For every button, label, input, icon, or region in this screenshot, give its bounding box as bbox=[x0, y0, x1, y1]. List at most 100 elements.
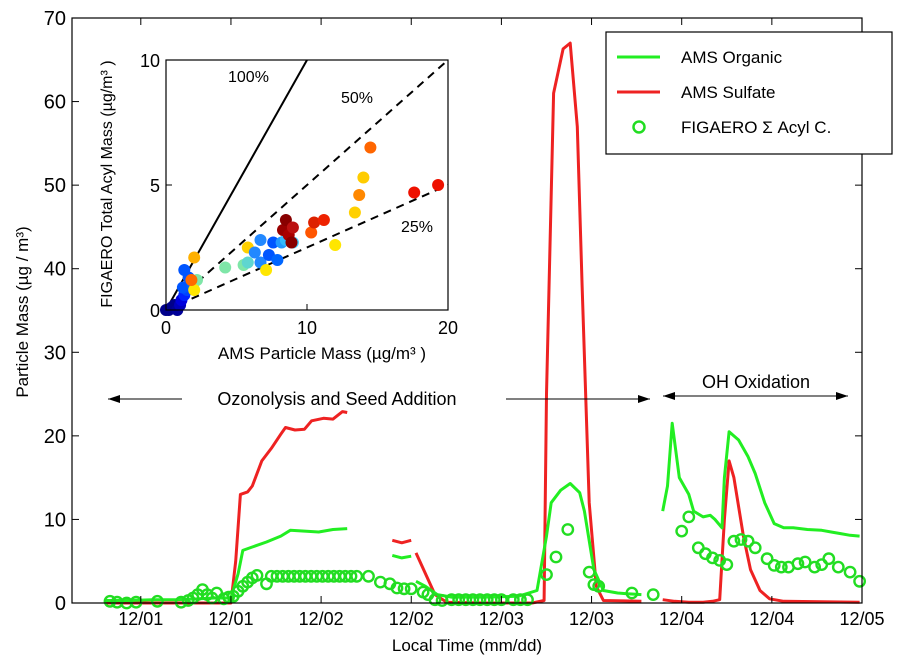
figaero-point bbox=[428, 593, 442, 607]
reference-line bbox=[165, 184, 449, 311]
organic-line-segment bbox=[391, 553, 412, 560]
inset-point bbox=[286, 221, 299, 234]
inset-point bbox=[279, 214, 292, 226]
figaero-point bbox=[452, 593, 466, 607]
inset-point bbox=[254, 234, 267, 246]
annotation-ozonolysis-label: Ozonolysis and Seed Addition bbox=[217, 389, 456, 409]
inset-plot: 0 10 20 0 5 10 AMS Particle Mass (µg/m³ ) FIG… bbox=[99, 51, 458, 363]
figaero-point bbox=[727, 534, 741, 548]
inset-point bbox=[432, 179, 445, 191]
main-y-tick-label: 60 bbox=[44, 92, 66, 114]
organic-line-segment bbox=[661, 421, 860, 538]
figaero-point bbox=[404, 582, 418, 596]
figaero-point bbox=[561, 523, 575, 536]
main-y-tick-label: 0 bbox=[55, 593, 66, 615]
inset-x-tick-label: 0 bbox=[161, 318, 171, 338]
main-y-tick-label: 10 bbox=[44, 509, 66, 531]
figaero-point bbox=[150, 594, 164, 608]
figaero-point bbox=[774, 560, 788, 574]
figaero-point bbox=[646, 588, 660, 601]
figaero-point bbox=[350, 569, 364, 583]
figaero-point bbox=[767, 559, 781, 572]
organic-line-segment bbox=[415, 482, 642, 599]
figaero-point bbox=[549, 550, 563, 564]
figaero-point bbox=[734, 533, 748, 546]
figaero-markers bbox=[103, 510, 866, 610]
main-x-axis-label: Local Time (mm/dd) bbox=[392, 636, 542, 655]
figaero-point bbox=[853, 574, 866, 588]
inset-point bbox=[364, 141, 377, 154]
oh-label-bg bbox=[683, 372, 829, 392]
inset-point bbox=[188, 251, 201, 264]
main-x-tick-label: 12/01 bbox=[118, 609, 163, 629]
ref-label-100: 100% bbox=[228, 69, 269, 86]
annotation-oh-oxidation: OH Oxidation bbox=[663, 372, 848, 400]
figaero-point bbox=[540, 568, 553, 581]
inset-x-axis-label: AMS Particle Mass (µg/m³ ) bbox=[218, 344, 426, 363]
main-plot-frame bbox=[71, 17, 863, 604]
figaero-point bbox=[466, 593, 480, 607]
figaero-point bbox=[675, 524, 689, 538]
figaero-point bbox=[822, 552, 836, 566]
figaero-point bbox=[397, 582, 411, 596]
arrow-head-left bbox=[108, 395, 120, 403]
inset-point bbox=[348, 206, 361, 219]
figaero-point bbox=[514, 593, 527, 607]
inset-y-tick-label: 10 bbox=[140, 51, 160, 71]
oh-arrow-head-left bbox=[663, 392, 675, 400]
inset-y-tick-label: 5 bbox=[150, 176, 160, 196]
inset-point bbox=[176, 281, 189, 294]
inset-point bbox=[185, 274, 198, 286]
figaero-point bbox=[344, 569, 358, 583]
main-x-tick-label: 12/05 bbox=[839, 609, 884, 629]
figaero-point bbox=[791, 557, 805, 571]
main-x-tick-label: 12/03 bbox=[479, 609, 524, 629]
figaero-point bbox=[720, 558, 734, 571]
inset-point bbox=[188, 284, 201, 296]
inset-points bbox=[160, 141, 445, 316]
main-x-tick-label: 12/01 bbox=[208, 609, 253, 629]
figaero-point bbox=[506, 593, 520, 607]
ref-label-25: 25% bbox=[401, 219, 433, 236]
figaero-point bbox=[682, 510, 696, 524]
figaero-point bbox=[494, 593, 508, 607]
organic-line-segment bbox=[105, 527, 348, 602]
figaero-point bbox=[808, 560, 821, 574]
legend-label-figaero: FIGAERO Σ Acyl C. bbox=[681, 118, 831, 137]
sulfate-line-segment bbox=[391, 538, 412, 545]
inset-point bbox=[357, 171, 370, 184]
figaero-point bbox=[473, 593, 487, 607]
figaero-point bbox=[582, 565, 596, 579]
arrow-head-right bbox=[638, 395, 650, 403]
inset-point bbox=[285, 236, 298, 249]
figaero-point bbox=[521, 593, 534, 607]
inset-point bbox=[408, 186, 421, 199]
main-x-tick-label: 12/03 bbox=[569, 609, 614, 629]
figaero-point bbox=[222, 590, 236, 604]
oh-arrow-head-right bbox=[836, 392, 848, 400]
figaero-point bbox=[487, 593, 501, 607]
figaero-point bbox=[362, 569, 375, 583]
figaero-point bbox=[480, 593, 494, 607]
figaero-point bbox=[760, 552, 774, 566]
figaero-point bbox=[741, 534, 755, 548]
main-y-tick-label: 50 bbox=[44, 175, 66, 197]
annotation-oh-label: OH Oxidation bbox=[702, 372, 810, 392]
figaero-point bbox=[103, 594, 117, 608]
figaero-point bbox=[831, 560, 845, 574]
legend-label-organic: AMS Organic bbox=[681, 48, 783, 67]
figaero-point bbox=[625, 586, 639, 600]
figaero-point bbox=[843, 565, 857, 579]
main-series-lines bbox=[105, 41, 860, 605]
main-y-tick-label: 70 bbox=[44, 8, 66, 30]
inset-point bbox=[317, 214, 330, 226]
inset-point bbox=[305, 226, 318, 239]
legend: AMS Organic AMS Sulfate FIGAERO Σ Acyl C… bbox=[605, 31, 893, 155]
figaero-point bbox=[174, 595, 188, 609]
legend-label-sulfate: AMS Sulfate bbox=[681, 83, 776, 102]
main-y-tick-label: 20 bbox=[44, 426, 66, 448]
legend-swatch-figaero bbox=[632, 120, 646, 134]
